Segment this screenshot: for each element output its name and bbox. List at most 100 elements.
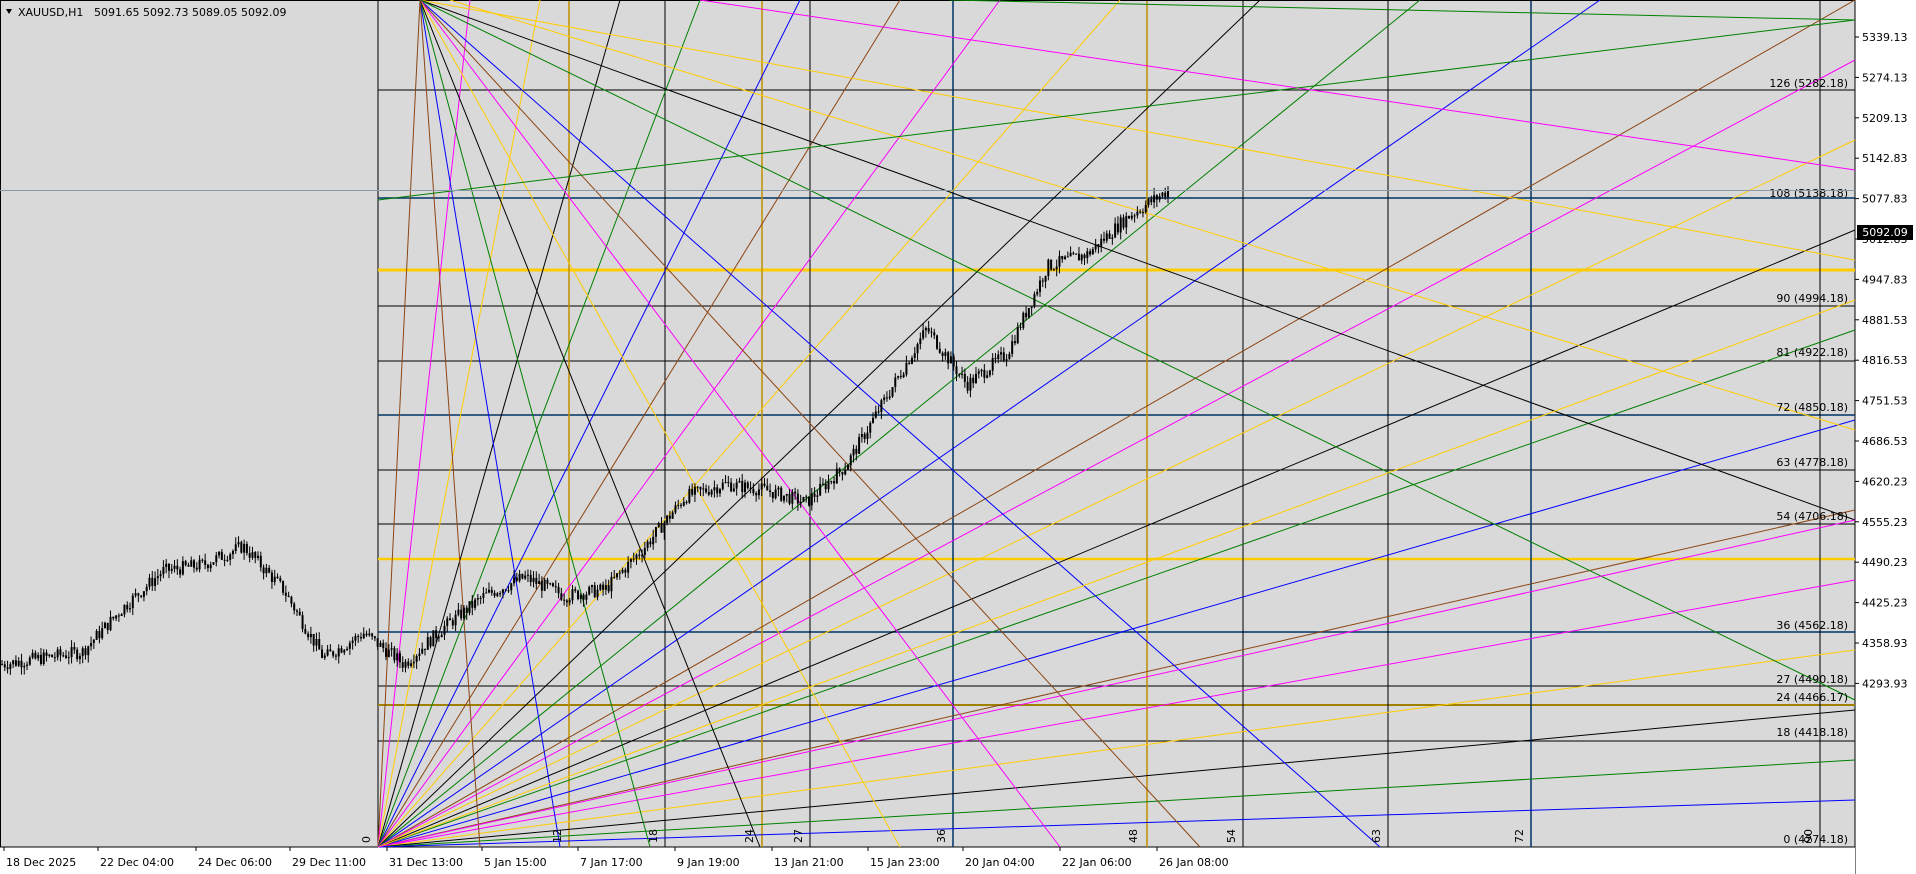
candle-body: [309, 633, 312, 638]
candle-body: [181, 561, 184, 575]
candle-body: [1089, 251, 1092, 255]
candle-body: [198, 559, 201, 570]
candle-body: [757, 489, 760, 496]
candle-body: [813, 493, 816, 497]
price-tick-label: 4816.53: [1862, 354, 1908, 367]
candle-body: [301, 615, 304, 629]
candle-body: [660, 523, 663, 533]
candle-body: [387, 649, 390, 657]
candle-body: [385, 648, 388, 657]
candle-body: [910, 357, 913, 364]
candle-body: [340, 648, 343, 653]
gann-level-label: 36 (4562.18): [1776, 619, 1848, 632]
candle-body: [1047, 259, 1050, 277]
candle-body: [290, 596, 293, 604]
gann-level-label: 90 (4994.18): [1776, 292, 1848, 305]
candle-body: [415, 655, 418, 662]
candle-body: [510, 583, 513, 591]
candle-body: [474, 599, 477, 608]
candle-body: [966, 381, 969, 391]
price-scale-panel[interactable]: [1855, 0, 1916, 874]
candle-body: [824, 483, 827, 490]
candle-body: [173, 565, 176, 569]
time-tick-label: 29 Dec 11:00: [292, 856, 366, 869]
candle-body: [499, 593, 502, 595]
candle-body: [1150, 199, 1153, 203]
candle-body: [671, 512, 674, 519]
candle-body: [988, 370, 991, 376]
candle-body: [819, 483, 822, 496]
price-tick-label: 4751.53: [1862, 395, 1908, 408]
plot-area[interactable]: [0, 0, 1855, 874]
candle-body: [504, 589, 507, 591]
candle-body: [590, 585, 593, 587]
candle-body: [827, 481, 830, 490]
candle-body: [59, 649, 62, 656]
candle-body: [794, 491, 797, 494]
candle-body: [307, 633, 310, 638]
candle-body: [245, 543, 248, 554]
candle-body: [841, 472, 844, 475]
candle-body: [749, 487, 752, 489]
candle-body: [891, 387, 894, 397]
candle-body: [1100, 238, 1103, 248]
candle-body: [204, 560, 207, 565]
candle-body: [947, 352, 950, 364]
chevron-down-icon[interactable]: [6, 9, 12, 14]
time-axis-panel[interactable]: [0, 847, 1855, 874]
candle-body: [167, 563, 170, 571]
candle-body: [490, 589, 493, 593]
candle-body: [1061, 256, 1064, 260]
candle-body: [1083, 254, 1086, 259]
candle-body: [12, 660, 15, 665]
gann-level-labels: 126 (5282.18) 108 (5138.18) 90 (4994.18) 81…: [1769, 77, 1848, 846]
candle-body: [265, 567, 268, 574]
candle-body: [1122, 217, 1125, 228]
candle-body: [293, 603, 296, 611]
gann-time-mark: 72: [1513, 829, 1526, 843]
candle-body: [621, 569, 624, 573]
candle-body: [251, 552, 254, 558]
candle-body: [646, 541, 649, 548]
time-tick-label: 20 Jan 04:00: [965, 856, 1035, 869]
candle-body: [777, 487, 780, 490]
candle-body: [1119, 217, 1122, 233]
candle-body: [657, 523, 660, 528]
candle-body: [268, 567, 271, 573]
candle-body: [39, 654, 42, 664]
candle-body: [974, 373, 977, 384]
candle-body: [493, 592, 496, 596]
candle-body: [866, 432, 869, 440]
candle-body: [134, 593, 137, 596]
price-tick-label: 4293.93: [1862, 677, 1908, 690]
candle-body: [195, 567, 198, 570]
candle-body: [691, 488, 694, 495]
candle-body: [190, 560, 193, 567]
candle-body: [1011, 341, 1014, 354]
candle-body: [571, 589, 574, 601]
candle-body: [276, 576, 279, 579]
candle-body: [1091, 249, 1094, 255]
candle-body: [429, 637, 432, 647]
price-tick-label: 5077.83: [1862, 193, 1908, 206]
candle-body: [685, 501, 688, 503]
candle-body: [9, 664, 12, 670]
candle-body: [613, 576, 616, 578]
candle-body: [782, 495, 785, 501]
time-tick-label: 5 Jan 15:00: [484, 856, 547, 869]
candle-body: [799, 501, 802, 504]
gann-time-mark: 54: [1225, 829, 1238, 843]
candle-body: [1000, 352, 1003, 355]
candle-body: [223, 559, 226, 561]
candle-body: [991, 358, 994, 371]
candle-body: [972, 377, 975, 384]
candle-body: [95, 630, 98, 640]
candle-body: [376, 638, 379, 647]
candle-body: [1144, 205, 1147, 213]
candle-body: [638, 554, 641, 556]
candle-body: [423, 648, 426, 650]
candle-body: [270, 572, 273, 583]
time-tick-label: 26 Jan 08:00: [1159, 856, 1229, 869]
